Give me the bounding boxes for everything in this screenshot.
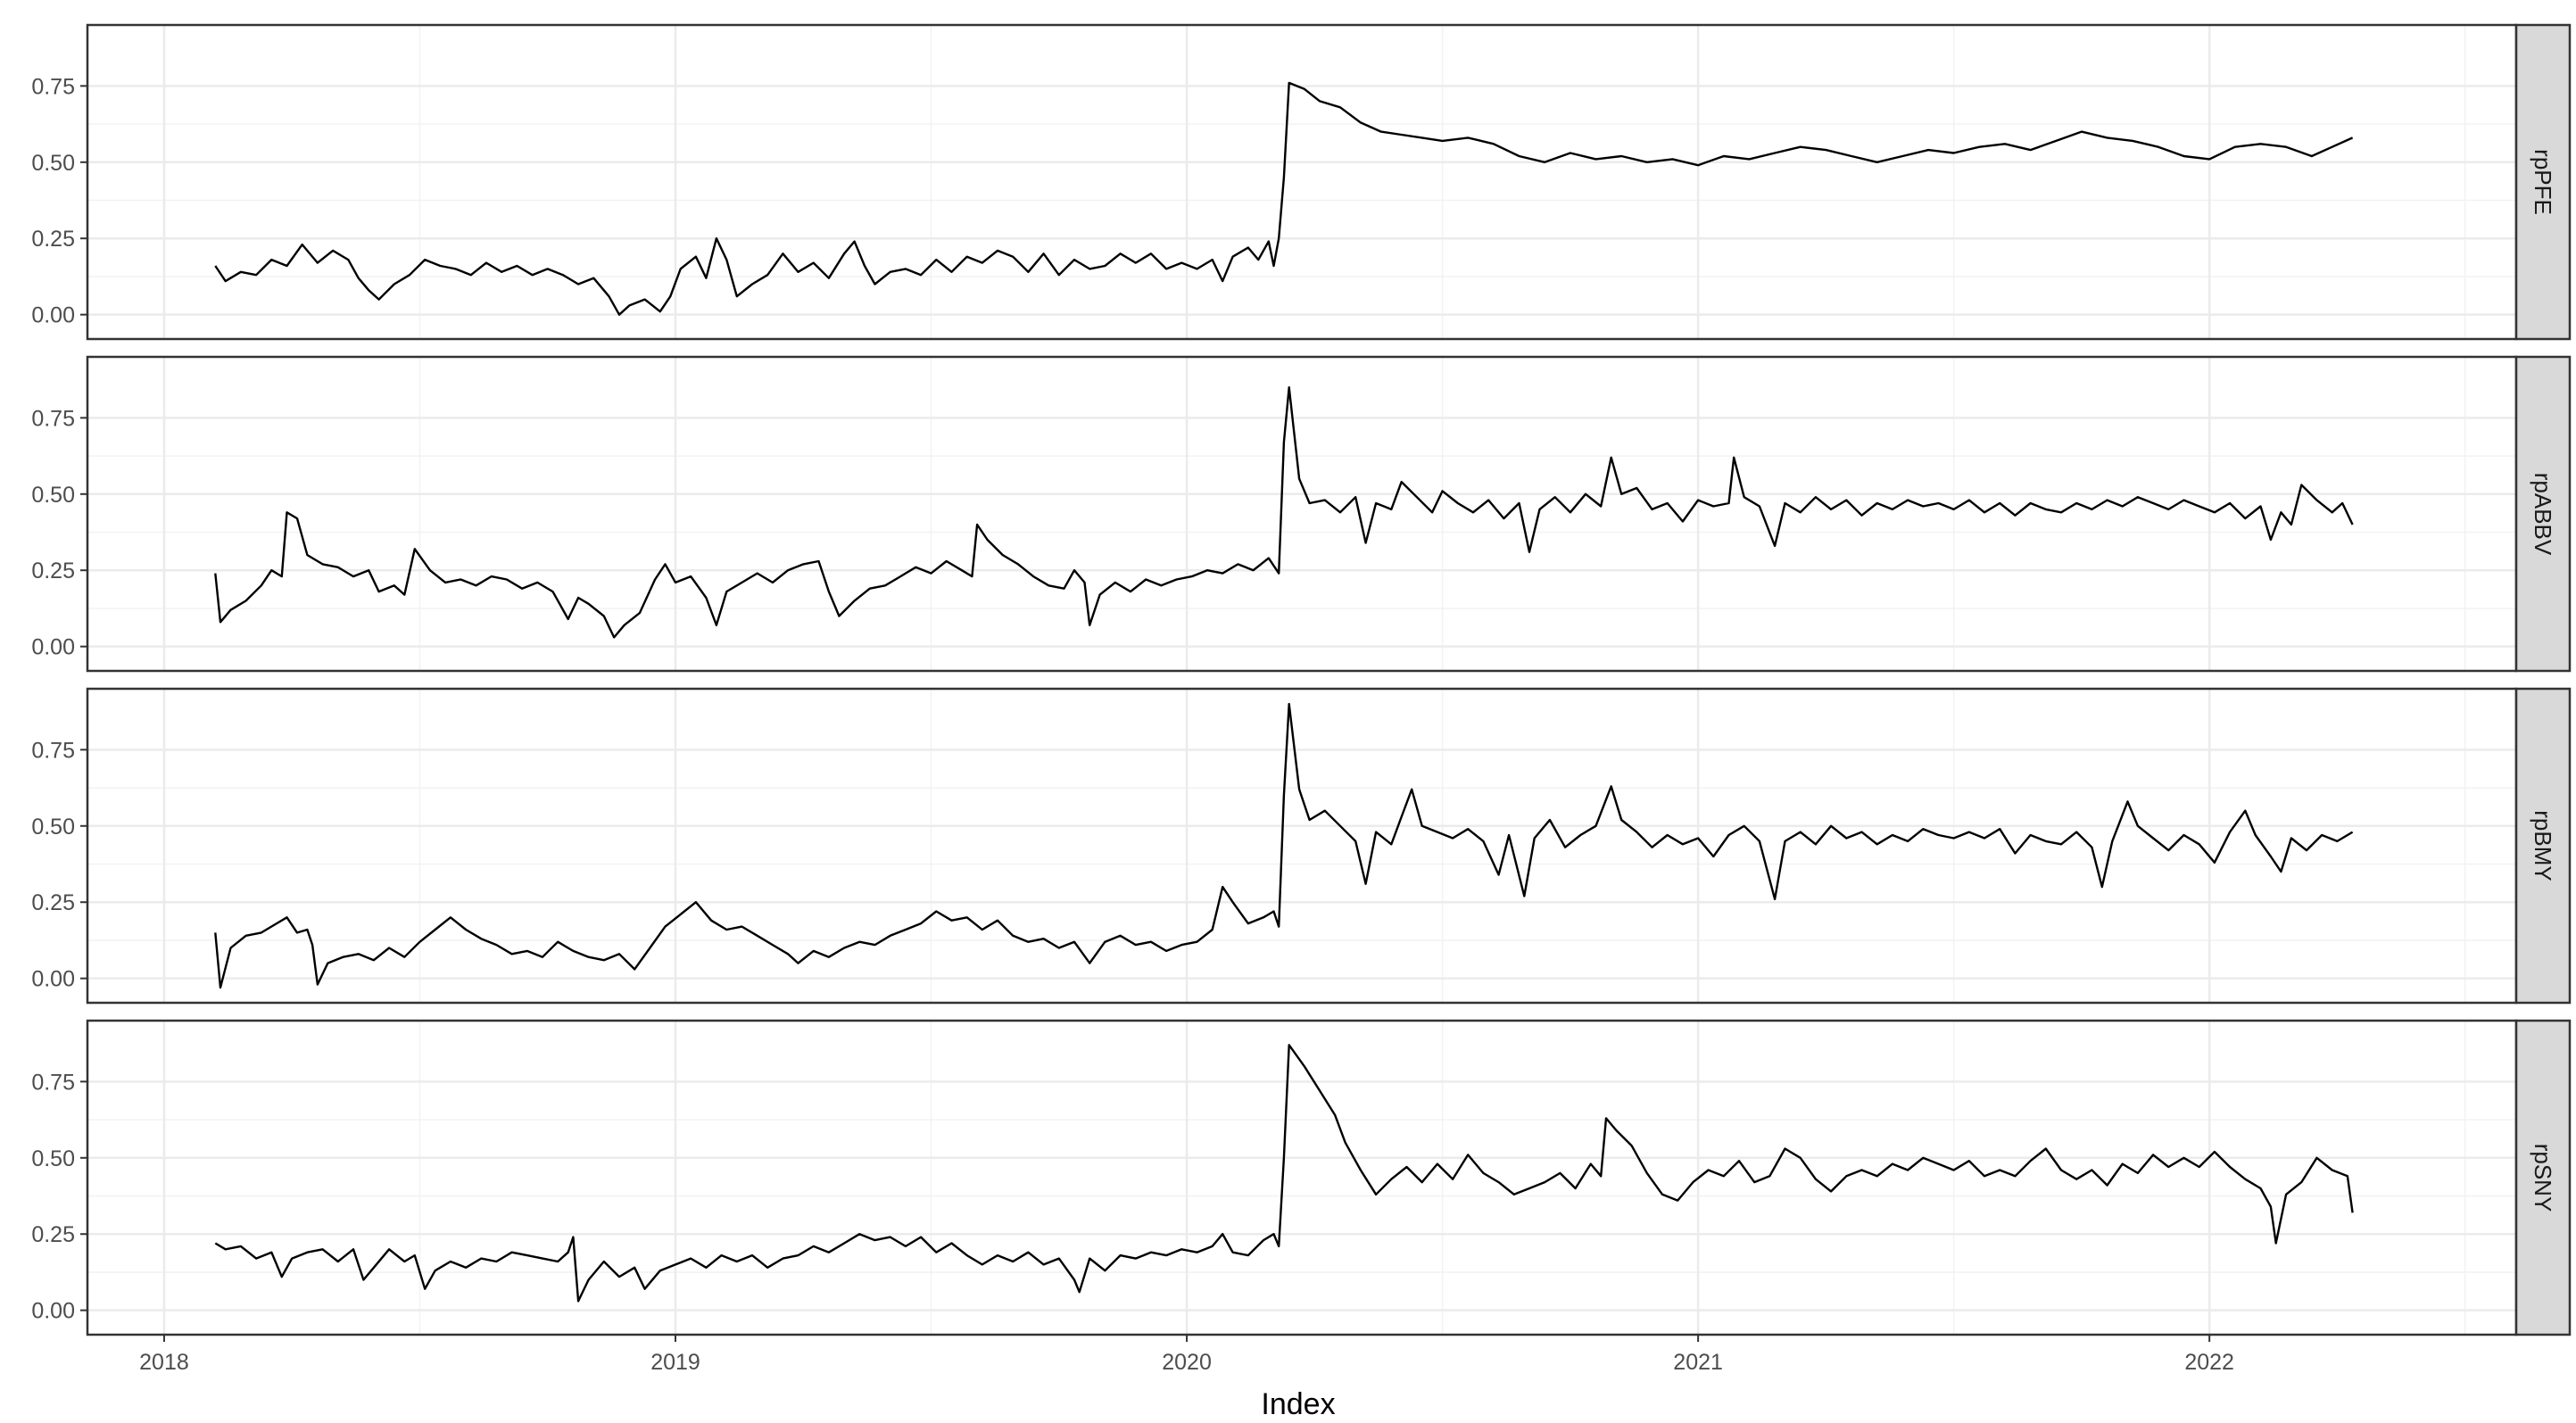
panel-rpPFE: 0.00 0.25 0.50 0.75 rpPFE [31,23,2572,341]
facet-strip-label: rpSNY [2530,1144,2556,1212]
tick-label-y: 0.00 [31,303,75,328]
facet-strip-label: rpBMY [2530,810,2556,881]
tick-label-y: 0.25 [31,227,75,252]
tick-label-x: 2018 [139,1350,189,1375]
x-axis-title: Index [1261,1387,1335,1421]
tick-label-x: 2021 [1673,1350,1723,1375]
tick-label-y: 0.25 [31,1222,75,1247]
panel-background [87,689,2516,1003]
x-axis: 2018 2019 2020 2021 2022 [139,1335,2234,1375]
tick-label-y: 0.25 [31,890,75,915]
series-line-rpSNY [214,1044,2354,1303]
tick-label-y: 0.50 [31,815,75,840]
panel-background [87,1021,2516,1335]
facet-strip-label: rpABBV [2530,473,2556,556]
tick-label-y: 0.00 [31,967,75,992]
tick-label-y: 0.75 [31,1070,75,1095]
tick-label-y: 0.50 [31,483,75,508]
panel-background [87,357,2516,671]
series-line-rpPFE [214,81,2354,316]
panel-rpSNY: 0.00 0.25 0.50 0.75 rpSNY [31,1019,2572,1336]
tick-label-y: 0.75 [31,738,75,763]
tick-label-y: 0.00 [31,1299,75,1324]
tick-label-y: 0.75 [31,406,75,431]
tick-label-y: 0.00 [31,635,75,660]
facet-strip [2514,355,2572,673]
facet-strip [2514,687,2572,1005]
series-line-rpBMY [214,702,2354,989]
tick-label-y: 0.50 [31,151,75,176]
panels-layer: 0.00 0.25 0.50 0.75 rpPFE 0.00 0.25 0.50 0.75 rpA… [31,23,2572,1336]
tick-label-x: 2019 [650,1350,700,1375]
panel-rpBMY: 0.00 0.25 0.50 0.75 rpBMY [31,687,2572,1005]
tick-label-y: 0.25 [31,558,75,583]
facet-strip [2514,1019,2572,1336]
panel-background [87,25,2516,339]
panel-rpABBV: 0.00 0.25 0.50 0.75 rpABBV [31,355,2572,673]
tick-label-x: 2022 [2184,1350,2234,1375]
facet-strip-label: rpPFE [2530,149,2556,215]
tick-label-y: 0.50 [31,1146,75,1171]
tick-label-y: 0.75 [31,74,75,99]
series-line-rpABBV [214,386,2354,639]
facet-strip [2514,23,2572,341]
tick-label-x: 2020 [1162,1350,1212,1375]
